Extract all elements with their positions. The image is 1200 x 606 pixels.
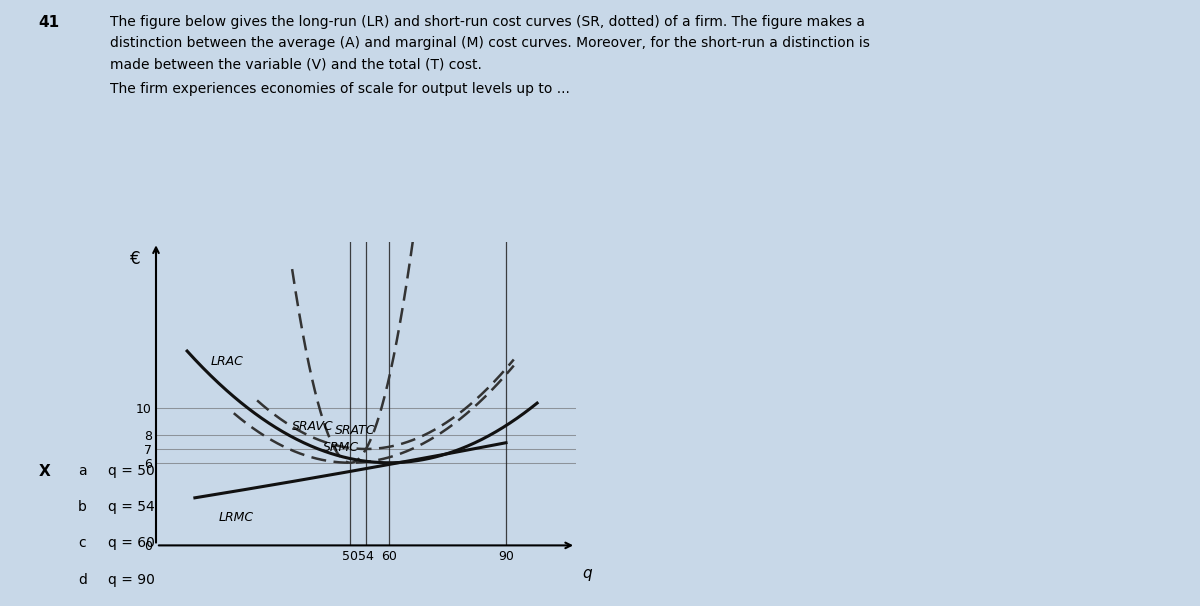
Text: c: c [78,536,85,550]
Text: X: X [38,464,50,479]
Text: €: € [130,250,140,268]
Text: The figure below gives the long-run (LR) and short-run cost curves (SR, dotted) : The figure below gives the long-run (LR)… [110,15,865,29]
Text: q = 90: q = 90 [108,573,155,587]
Text: q = 54: q = 54 [108,500,155,514]
Text: b: b [78,500,86,514]
Text: q: q [582,566,592,581]
Text: SRAVC: SRAVC [292,420,334,433]
Text: SRATC: SRATC [335,424,376,438]
Text: LRMC: LRMC [218,510,253,524]
Text: made between the variable (V) and the total (T) cost.: made between the variable (V) and the to… [110,58,482,72]
Text: a: a [78,464,86,478]
Text: LRAC: LRAC [210,356,244,368]
Text: SRMC: SRMC [323,441,359,454]
Text: distinction between the average (A) and marginal (M) cost curves. Moreover, for : distinction between the average (A) and … [110,36,870,50]
Text: 41: 41 [38,15,60,30]
Text: d: d [78,573,86,587]
Text: q = 60: q = 60 [108,536,155,550]
Text: q = 50: q = 50 [108,464,155,478]
Text: The firm experiences economies of scale for output levels up to ...: The firm experiences economies of scale … [110,82,570,96]
